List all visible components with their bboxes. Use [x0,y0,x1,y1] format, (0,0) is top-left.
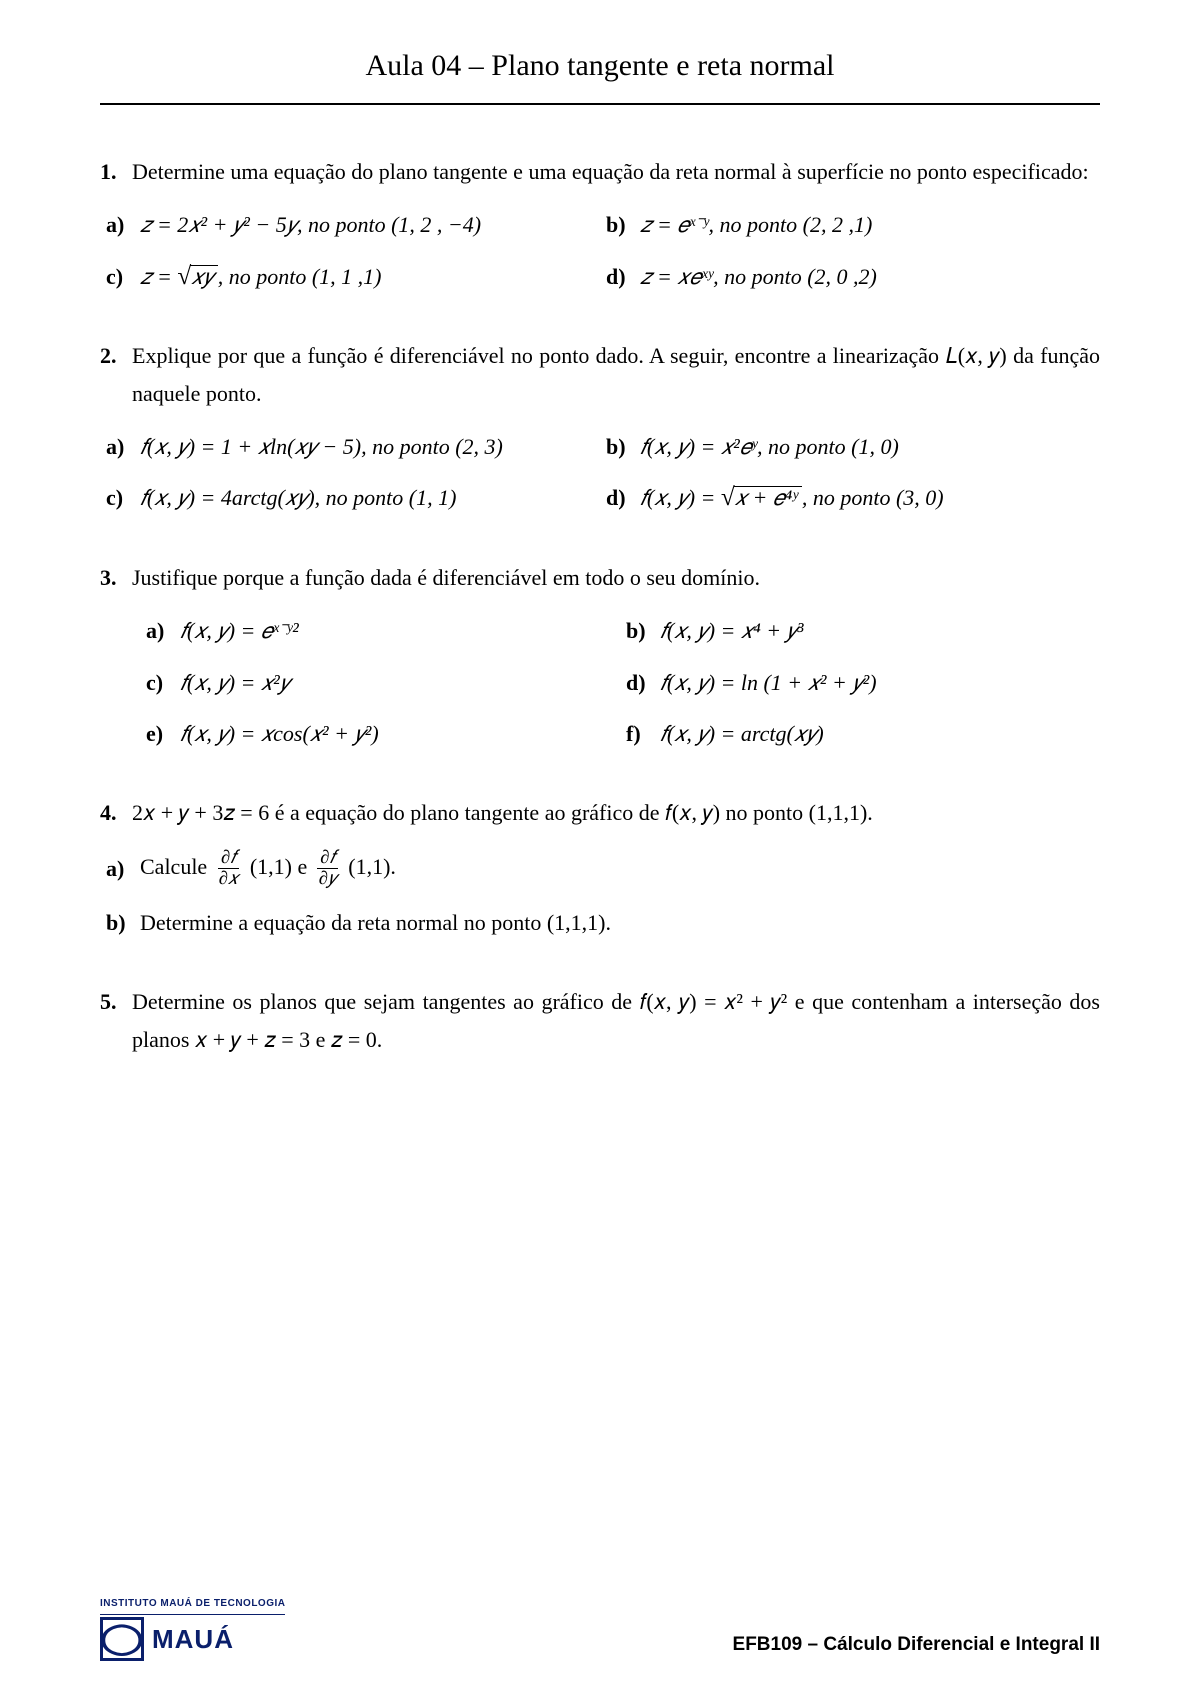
item-2c: c) 𝑓(𝑥, 𝑦) = 4arctg(𝑥𝑦), no ponto (1, 1) [100,479,600,516]
item-label: a) [146,612,180,649]
institution-block: INSTITUTO MAUÁ DE TECNOLOGIA ◯ MAUÁ [100,1595,285,1661]
problem-prompt: Determine os planos que sejam tangentes … [132,983,1100,1058]
item-expression: 𝑧 = 𝑒ˣ⁻ʸ, no ponto (2, 2 ,1) [640,206,872,243]
item-4b: b) Determine a equação da reta normal no… [100,904,1100,941]
problem-number: 3. [100,559,132,596]
problem-prompt: Justifique porque a função dada é difere… [132,559,1100,596]
problem-number: 1. [100,153,132,190]
brand-text: MAUÁ [152,1617,234,1661]
frac-den: ∂𝑦 [316,869,340,890]
expr-part: (1,1). [348,854,396,879]
item-3b: b)𝑓(𝑥, 𝑦) = 𝑥⁴ + 𝑦³ [620,612,1100,649]
problem-number: 2. [100,337,132,374]
item-expression: 𝑓(𝑥, 𝑦) = 𝑥⁴ + 𝑦³ [660,612,804,649]
course-code: EFB109 – Cálculo Diferencial e Integral … [733,1629,1100,1661]
item-label: c) [146,664,180,701]
frac-num: ∂𝑓 [317,848,338,870]
item-label: a) [106,428,140,465]
item-label: e) [146,715,180,752]
item-label: c) [106,479,140,516]
item-2d: d) 𝑓(𝑥, 𝑦) = √𝑥 + 𝑒⁴ʸ, no ponto (3, 0) [600,479,1100,516]
problem-number: 5. [100,983,132,1020]
page-footer: INSTITUTO MAUÁ DE TECNOLOGIA ◯ MAUÁ EFB1… [100,1595,1100,1661]
problem-2: 2. Explique por que a função é diferenci… [100,337,1100,517]
frac-num: ∂𝑓 [218,848,239,870]
item-label: d) [606,258,640,295]
problem-5: 5. Determine os planos que sejam tangent… [100,983,1100,1058]
fraction: ∂𝑓∂𝑦 [316,848,340,890]
item-expression: 𝑓(𝑥, 𝑦) = 𝑒ˣ⁻ʸ² [180,612,299,649]
maua-logo-icon: ◯ [100,1617,144,1661]
item-2b: b) 𝑓(𝑥, 𝑦) = 𝑥²𝑒ʸ, no ponto (1, 0) [600,428,1100,465]
radicand: 𝑥 + 𝑒⁴ʸ [734,486,802,509]
expr-part: Calcule [140,854,213,879]
item-label: d) [626,664,660,701]
sqrt-icon: √𝑥 + 𝑒⁴ʸ [721,486,802,509]
item-expression: 𝑓(𝑥, 𝑦) = ln (1 + 𝑥² + 𝑦²) [660,664,877,701]
logo-row: ◯ MAUÁ [100,1617,285,1661]
problem-prompt: Explique por que a função é diferenciáve… [132,337,1100,412]
item-expression: Determine a equação da reta normal no po… [140,904,611,941]
page: Aula 04 – Plano tangente e reta normal 1… [0,0,1200,1697]
expr-part: 𝑧 = [140,264,177,289]
problem-4: 4. 2𝑥 + 𝑦 + 3𝑧 = 6 é a equação do plano … [100,794,1100,941]
problem-number: 4. [100,794,132,831]
fraction: ∂𝑓∂𝑥 [216,848,242,890]
problem-1: 1. Determine uma equação do plano tangen… [100,153,1100,295]
item-label: d) [606,479,640,516]
item-expression: 𝑓(𝑥, 𝑦) = 𝑥cos(𝑥² + 𝑦²) [180,715,379,752]
item-expression: 𝑓(𝑥, 𝑦) = arctg(𝑥𝑦) [660,715,824,752]
item-2a: a) 𝑓(𝑥, 𝑦) = 1 + 𝑥ln(𝑥𝑦 − 5), no ponto (… [100,428,600,465]
institution-name: INSTITUTO MAUÁ DE TECNOLOGIA [100,1595,285,1615]
item-1a: a) 𝑧 = 2𝑥² + 𝑦² − 5𝑦, no ponto (1, 2 , −… [100,206,600,243]
problem-3: 3. Justifique porque a função dada é dif… [100,559,1100,753]
item-label: b) [626,612,660,649]
item-expression: 𝑧 = 2𝑥² + 𝑦² − 5𝑦, no ponto (1, 2 , −4) [140,206,481,243]
item-3a: a)𝑓(𝑥, 𝑦) = 𝑒ˣ⁻ʸ² [140,612,620,649]
expr-part: 𝑓(𝑥, 𝑦) = [640,485,721,510]
item-label: b) [606,428,640,465]
item-expression: 𝑓(𝑥, 𝑦) = 4arctg(𝑥𝑦), no ponto (1, 1) [140,479,456,516]
expr-part: (1,1) e [250,854,313,879]
expr-part: , no ponto (1, 1 ,1) [218,264,382,289]
item-1c: c) 𝑧 = √𝑥𝑦, no ponto (1, 1 ,1) [100,258,600,295]
item-expression: Calcule ∂𝑓∂𝑥 (1,1) e ∂𝑓∂𝑦 (1,1). [140,848,396,890]
expr-part: , no ponto (3, 0) [802,485,944,510]
item-expression: 𝑓(𝑥, 𝑦) = 𝑥²𝑦 [180,664,290,701]
item-expression: 𝑓(𝑥, 𝑦) = 𝑥²𝑒ʸ, no ponto (1, 0) [640,428,899,465]
item-label: b) [106,904,140,941]
item-4a: a) Calcule ∂𝑓∂𝑥 (1,1) e ∂𝑓∂𝑦 (1,1). [100,848,1100,890]
item-expression: 𝑓(𝑥, 𝑦) = 1 + 𝑥ln(𝑥𝑦 − 5), no ponto (2, … [140,428,503,465]
item-label: a) [106,850,140,887]
problem-prompt: Determine uma equação do plano tangente … [132,153,1100,190]
item-1d: d) 𝑧 = 𝑥𝑒ˣʸ, no ponto (2, 0 ,2) [600,258,1100,295]
sqrt-icon: √𝑥𝑦 [177,265,217,288]
item-3e: e)𝑓(𝑥, 𝑦) = 𝑥cos(𝑥² + 𝑦²) [140,715,620,752]
item-expression: 𝑓(𝑥, 𝑦) = √𝑥 + 𝑒⁴ʸ, no ponto (3, 0) [640,479,944,516]
problem-prompt: 2𝑥 + 𝑦 + 3𝑧 = 6 é a equação do plano tan… [132,794,1100,831]
item-1b: b) 𝑧 = 𝑒ˣ⁻ʸ, no ponto (2, 2 ,1) [600,206,1100,243]
item-label: a) [106,206,140,243]
page-title: Aula 04 – Plano tangente e reta normal [100,40,1100,105]
item-3d: d)𝑓(𝑥, 𝑦) = ln (1 + 𝑥² + 𝑦²) [620,664,1100,701]
item-expression: 𝑧 = 𝑥𝑒ˣʸ, no ponto (2, 0 ,2) [640,258,877,295]
item-3f: f)𝑓(𝑥, 𝑦) = arctg(𝑥𝑦) [620,715,1100,752]
radicand: 𝑥𝑦 [190,265,218,288]
item-3c: c)𝑓(𝑥, 𝑦) = 𝑥²𝑦 [140,664,620,701]
item-expression: 𝑧 = √𝑥𝑦, no ponto (1, 1 ,1) [140,258,382,295]
item-label: c) [106,258,140,295]
frac-den: ∂𝑥 [216,869,242,890]
item-label: b) [606,206,640,243]
item-label: f) [626,715,660,752]
